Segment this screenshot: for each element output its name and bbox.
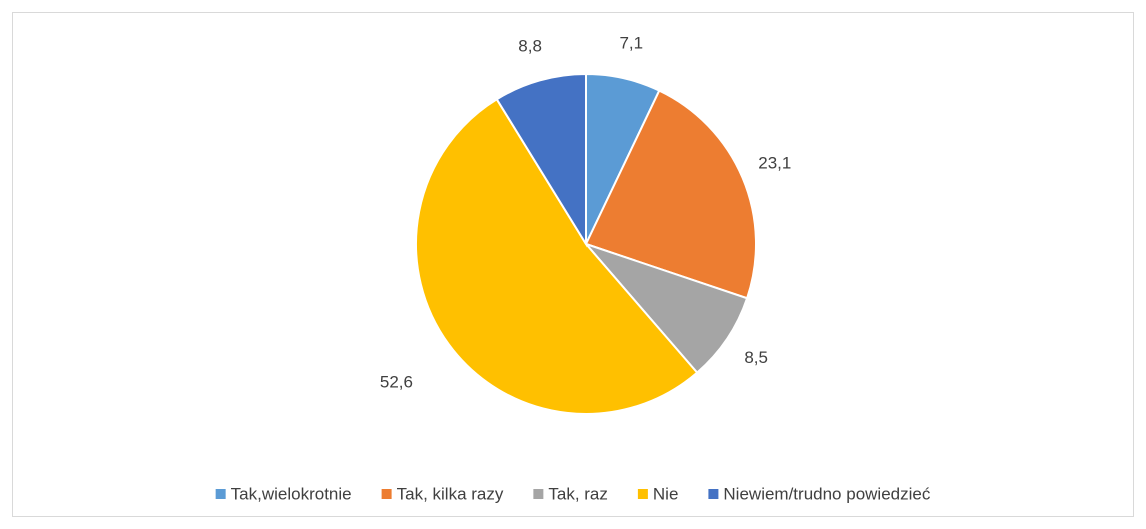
legend-label: Niewiem/trudno powiedzieć <box>723 484 930 503</box>
legend-swatch <box>708 489 719 499</box>
pie-slice <box>415 97 699 415</box>
data-label: 23,1 <box>758 154 791 173</box>
data-label: 8,8 <box>518 36 542 55</box>
pie-slice <box>495 72 587 248</box>
legend-swatch <box>381 489 392 499</box>
data-label: 8,5 <box>744 348 768 367</box>
legend-label: Nie <box>653 484 679 503</box>
legend-swatch <box>215 489 226 499</box>
pie-slice <box>584 89 757 300</box>
data-label: 7,1 <box>619 34 643 53</box>
legend-swatch <box>637 489 648 499</box>
legend-label: Tak, raz <box>548 484 608 503</box>
data-label: 52,6 <box>380 372 413 391</box>
legend-label: Tak, kilka razy <box>397 484 504 503</box>
legend-swatch <box>533 489 544 499</box>
legend-label: Tak,wielokrotnie <box>231 484 352 503</box>
pie-slice <box>582 241 749 375</box>
